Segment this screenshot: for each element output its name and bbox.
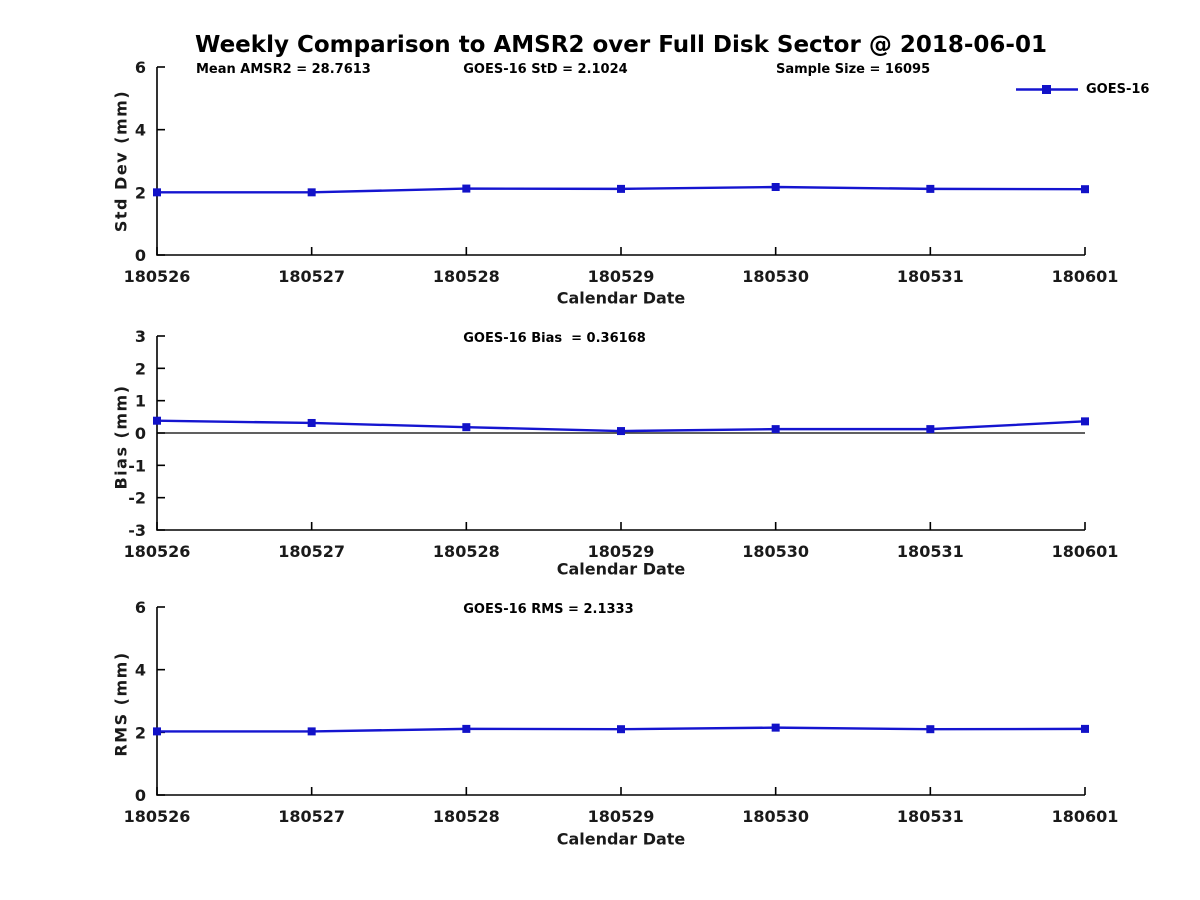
axis-lines — [156, 607, 1085, 796]
y-tick-label: 2 — [135, 723, 146, 742]
x-tick-label: 180530 — [742, 807, 809, 826]
ylabel-stddev: Std Dev (mm) — [111, 89, 131, 233]
x-tick-label: 180526 — [124, 542, 191, 561]
data-point-marker — [153, 188, 161, 197]
y-tick-label: 1 — [135, 392, 146, 411]
data-point-marker — [462, 423, 471, 432]
data-point-marker — [926, 725, 935, 734]
y-tick-label: 4 — [135, 661, 146, 680]
y-tick-label: -2 — [128, 489, 146, 508]
data-point-marker — [771, 723, 780, 732]
annotation: GOES-16 Bias = 0.36168 — [463, 331, 646, 346]
data-point-marker — [771, 183, 780, 192]
x-tick-label: 180531 — [897, 267, 964, 286]
x-tick-label: 180529 — [588, 807, 655, 826]
figure-title: Weekly Comparison to AMSR2 over Full Dis… — [195, 32, 1047, 58]
x-tick-label: 180601 — [1052, 267, 1119, 286]
x-tick-label: 180531 — [897, 807, 964, 826]
y-tick-label: 0 — [135, 424, 146, 443]
x-tick-label: 180526 — [124, 267, 191, 286]
x-tick-label: 180601 — [1052, 542, 1119, 561]
x-tick-label: 180601 — [1052, 807, 1119, 826]
subplot-1: -3 -2 -1 0 1 2 3 180526 180527 180528 180529 180530… — [124, 327, 1119, 561]
annotation: Mean AMSR2 = 28.7613 — [196, 62, 371, 77]
legend-label: GOES-16 — [1086, 82, 1150, 97]
y-tick-label: 0 — [135, 246, 146, 265]
x-tick-label: 180530 — [742, 542, 809, 561]
y-tick-label: 3 — [135, 327, 146, 346]
y-tick-label: 2 — [135, 359, 146, 378]
y-tick-label: 6 — [135, 58, 146, 77]
y-tick-label: 2 — [135, 183, 146, 202]
xlabel-stddev: Calendar Date — [556, 288, 686, 308]
legend-line-marker-icon — [1016, 85, 1078, 94]
ylabel-rms: RMS (mm) — [111, 651, 131, 757]
data-point-marker — [307, 727, 316, 736]
y-tick-label: 4 — [135, 121, 146, 140]
data-point-marker — [771, 425, 780, 434]
y-tick-label: -3 — [128, 521, 146, 540]
annotation: Sample Size = 16095 — [776, 62, 930, 77]
x-tick-label: 180529 — [588, 267, 655, 286]
data-point-marker — [617, 184, 625, 193]
x-tick-label: 180528 — [433, 267, 500, 286]
x-tick-label: 180531 — [897, 542, 964, 561]
x-tick-label: 180528 — [433, 807, 500, 826]
data-point-marker — [1081, 417, 1089, 426]
ylabel-bias: Bias (mm) — [111, 384, 131, 490]
y-tick-label: 6 — [135, 598, 146, 617]
y-tick-label: -1 — [128, 456, 146, 475]
x-tick-label: 180529 — [588, 542, 655, 561]
data-point-marker — [926, 184, 935, 193]
data-point-marker — [926, 425, 935, 434]
x-tick-label: 180527 — [278, 542, 345, 561]
legend: GOES-16 — [1016, 82, 1149, 97]
data-point-marker — [1081, 724, 1089, 733]
data-point-marker — [462, 184, 471, 193]
data-point-marker — [1081, 185, 1089, 194]
xlabel-bias: Calendar Date — [556, 559, 686, 579]
data-point-marker — [617, 427, 625, 436]
xlabel-rms: Calendar Date — [556, 829, 686, 849]
y-tick-label: 0 — [135, 786, 146, 805]
data-point-marker — [153, 416, 161, 425]
subplot-2: 0 2 4 6 180526 180527 180528 180529 180530 180531… — [124, 598, 1119, 826]
axis-lines — [156, 67, 1085, 256]
x-tick-label: 180530 — [742, 267, 809, 286]
x-tick-label: 180528 — [433, 542, 500, 561]
x-tick-label: 180526 — [124, 807, 191, 826]
data-point-marker — [617, 725, 625, 734]
x-tick-label: 180527 — [278, 807, 345, 826]
x-tick-label: 180527 — [278, 267, 345, 286]
data-point-marker — [462, 724, 471, 733]
data-point-marker — [153, 727, 161, 736]
subplot-0: 0 2 4 6 180526 180527 180528 180529 180530 180531… — [124, 58, 1119, 286]
data-point-marker — [307, 418, 316, 427]
annotation: GOES-16 RMS = 2.1333 — [463, 602, 633, 617]
data-point-marker — [307, 188, 316, 197]
annotation: GOES-16 StD = 2.1024 — [463, 62, 627, 77]
